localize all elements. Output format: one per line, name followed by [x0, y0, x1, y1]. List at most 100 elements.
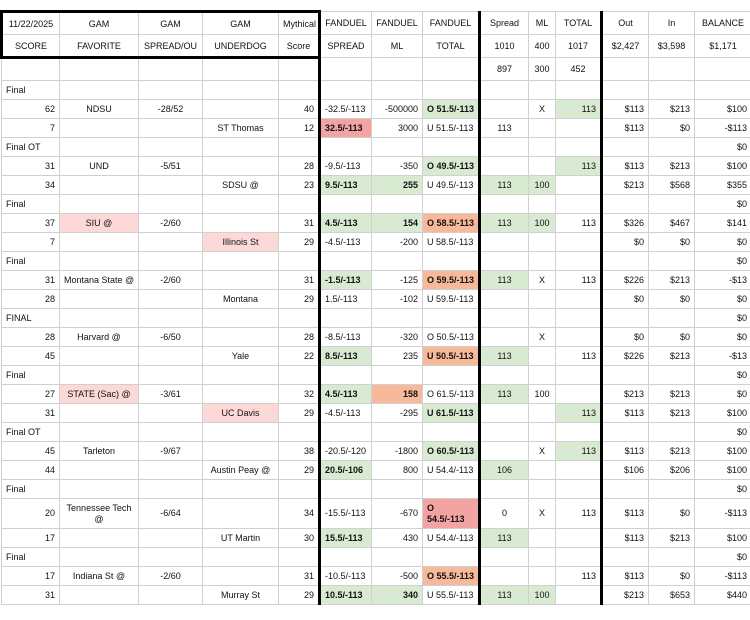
cell: 62 [2, 100, 60, 119]
cell [423, 548, 480, 567]
cell [556, 461, 602, 480]
cell [556, 252, 602, 271]
cell: 17 [2, 529, 60, 548]
cell: $0 [695, 309, 750, 328]
cell: U 61.5/-113 [423, 404, 480, 423]
cell: -1800 [372, 442, 423, 461]
cell: 113 [556, 157, 602, 176]
cell [203, 385, 279, 404]
cell: 29 [279, 290, 320, 309]
cell: 100 [529, 385, 556, 404]
cell [649, 423, 695, 442]
cell [602, 138, 649, 157]
cell [480, 404, 529, 423]
cell: $100 [695, 529, 750, 548]
cell [480, 100, 529, 119]
cell [556, 328, 602, 347]
cell [556, 385, 602, 404]
cell: $213 [649, 404, 695, 423]
cell [649, 548, 695, 567]
cell [695, 58, 750, 81]
cell: $568 [649, 176, 695, 195]
cell [372, 366, 423, 385]
cell: $213 [649, 271, 695, 290]
cell: 113 [480, 385, 529, 404]
cell [203, 548, 279, 567]
cell [556, 176, 602, 195]
cell: 113 [556, 404, 602, 423]
cell: O 60.5/-113 [423, 442, 480, 461]
cell: -9/67 [139, 442, 203, 461]
cell [529, 233, 556, 252]
cell: $0 [695, 233, 750, 252]
cell: 100 [529, 214, 556, 233]
cell: Austin Peay @ [203, 461, 279, 480]
cell: Illinois St [203, 233, 279, 252]
cell: Spread [480, 12, 529, 35]
cell: 113 [556, 100, 602, 119]
cell [60, 176, 139, 195]
cell [279, 480, 320, 499]
cell: O 50.5/-113 [423, 328, 480, 347]
cell: FINAL [2, 309, 60, 328]
cell [60, 290, 139, 309]
data-row: Final [2, 81, 750, 100]
cell [529, 119, 556, 138]
cell: O 59.5/-113 [423, 271, 480, 290]
cell [203, 157, 279, 176]
cell: $113 [602, 442, 649, 461]
cell: -295 [372, 404, 423, 423]
cell [529, 461, 556, 480]
cell: 106 [480, 461, 529, 480]
cell: $213 [649, 529, 695, 548]
cell: $100 [695, 442, 750, 461]
cell [203, 58, 279, 81]
cell [556, 138, 602, 157]
cell [556, 423, 602, 442]
cell: Murray St [203, 586, 279, 605]
page: {"header_rows": [ ["11/22/2025","GAM","G… [0, 10, 750, 620]
cell: $355 [695, 176, 750, 195]
cell [60, 138, 139, 157]
cell: 9.5/-113 [320, 176, 372, 195]
cell [423, 81, 480, 100]
cell [320, 252, 372, 271]
cell [203, 480, 279, 499]
cell: 23 [279, 176, 320, 195]
cell [556, 290, 602, 309]
cell: $113 [602, 499, 649, 529]
cell [529, 195, 556, 214]
cell [602, 195, 649, 214]
cell: $206 [649, 461, 695, 480]
cell: -5/51 [139, 157, 203, 176]
cell: 0 [480, 499, 529, 529]
cell: 28 [2, 290, 60, 309]
cell [60, 309, 139, 328]
cell: 29 [279, 461, 320, 480]
cell: -125 [372, 271, 423, 290]
cell: -670 [372, 499, 423, 529]
cell: TOTAL [423, 35, 480, 58]
cell: $3,598 [649, 35, 695, 58]
cell: 8.5/-113 [320, 347, 372, 366]
cell: 28 [279, 157, 320, 176]
cell: 29 [279, 233, 320, 252]
cell: UT Martin [203, 529, 279, 548]
cell: $440 [695, 586, 750, 605]
cell [320, 309, 372, 328]
cell: 1.5/-113 [320, 290, 372, 309]
cell: $0 [695, 195, 750, 214]
cell: 113 [556, 567, 602, 586]
cell: 113 [480, 176, 529, 195]
cell: 12 [279, 119, 320, 138]
cell: $100 [695, 404, 750, 423]
cell: $0 [695, 138, 750, 157]
cell [649, 81, 695, 100]
cell [602, 309, 649, 328]
